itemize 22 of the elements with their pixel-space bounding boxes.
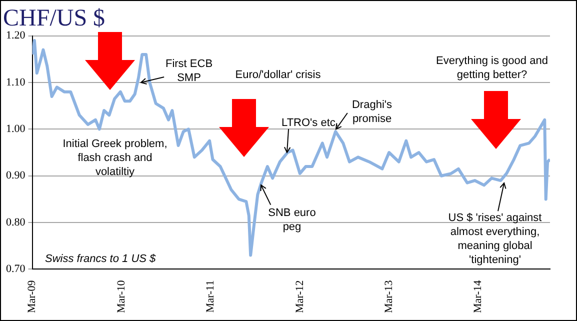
y-tick-label: 0.70 [6,263,26,276]
annotation: US $ 'rises' against almost everything, meaning global 'tightening' [447,211,543,267]
chart-title: CHF/US $ [3,6,106,32]
y-tick-label: 1.00 [6,123,26,136]
annotation: Everything is good and getting better? [435,54,549,82]
annotation: First ECB SMP [164,57,214,85]
x-tick-label: Mar-09 [26,280,38,314]
x-tick-label: Mar-10 [115,280,128,314]
y-tick-label: 1.10 [6,76,26,88]
annotation: LTRO's etc. [280,116,340,130]
y-tick-label: 0.80 [6,216,26,228]
annotation: Swiss francs to 1 US $ [45,252,157,266]
x-tick-label: Mar-11 [204,280,216,313]
annotation: Draghi's promise [350,98,393,126]
y-tick-label: 0.90 [6,170,26,182]
y-tick-label: 1.20 [6,30,26,42]
x-tick-label: Mar-12 [294,280,306,314]
x-tick-label: Mar-14 [472,280,484,314]
annotation: Initial Greek problem, flash crash and volatiltiy [62,137,168,179]
annotation: Euro/'dollar' crisis [234,68,322,82]
x-tick-label: Mar-13 [382,280,395,314]
annotation: SNB euro peg [267,206,317,234]
